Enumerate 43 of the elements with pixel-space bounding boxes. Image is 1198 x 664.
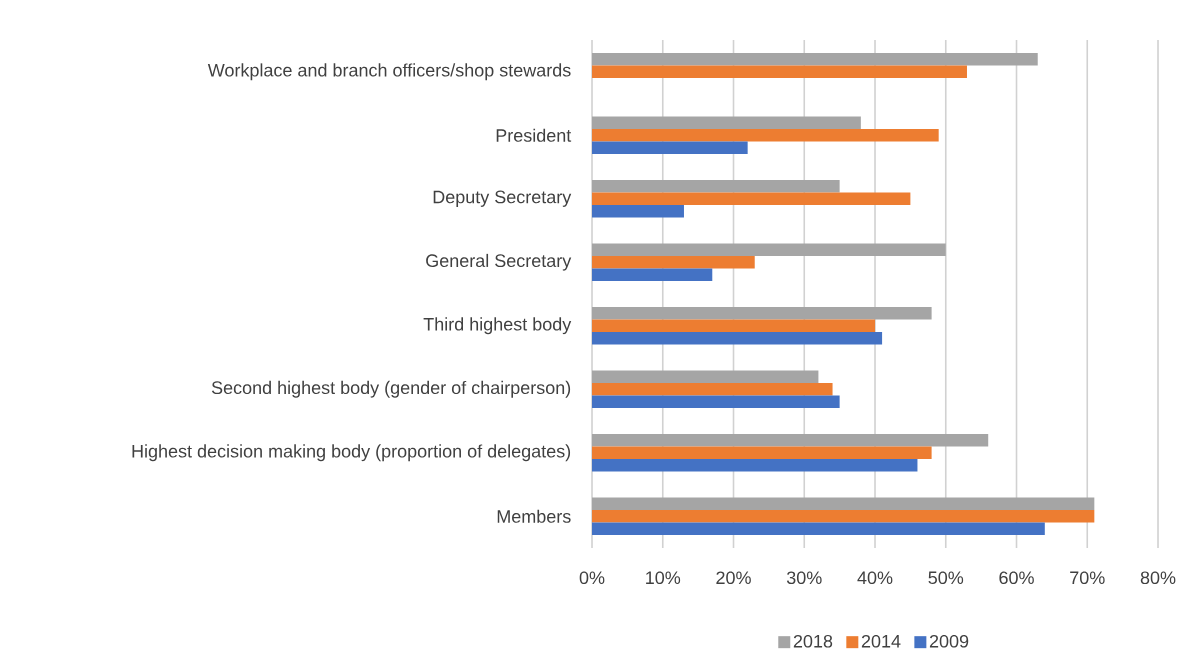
y-tick-label: General Secretary — [426, 253, 572, 271]
x-tick-label: 60% — [999, 571, 1034, 585]
bar — [592, 65, 967, 79]
bar — [592, 179, 840, 193]
x-tick-label: 70% — [1070, 571, 1105, 585]
bar — [592, 370, 819, 383]
bar — [592, 268, 713, 282]
bar — [592, 192, 911, 206]
bar — [592, 141, 748, 155]
bar — [592, 509, 1095, 523]
x-tick-label: 40% — [857, 571, 893, 585]
bar — [592, 52, 1038, 66]
bar — [592, 205, 684, 218]
bar — [592, 255, 755, 269]
bar — [592, 433, 989, 447]
y-tick-label: Third highest body — [423, 317, 572, 335]
legend-label: 2009 — [929, 634, 969, 648]
bar — [592, 306, 932, 320]
bar — [592, 128, 939, 142]
x-tick-label: 0% — [579, 571, 605, 585]
x-tick-label: 10% — [646, 571, 681, 585]
x-tick-label: 30% — [786, 571, 822, 585]
y-tick-label: Members — [497, 509, 571, 523]
x-tick-label: 80% — [1140, 571, 1176, 585]
bar — [592, 116, 861, 129]
y-tick-label: Highest decision making body (proportion of delegates) — [132, 444, 571, 462]
bar — [592, 497, 1095, 510]
bar — [592, 522, 1045, 536]
bar — [592, 243, 946, 256]
legend-label: 2018 — [793, 634, 833, 648]
bar — [592, 319, 876, 333]
y-tick-label: Workplace and branch officers/shop stewards — [207, 63, 571, 81]
bar — [592, 395, 840, 409]
legend-label: 2014 — [861, 634, 901, 648]
x-tick-label: 50% — [928, 571, 964, 585]
y-tick-label: Second highest body (gender of chairperson) — [211, 380, 571, 398]
y-tick-label: President — [496, 128, 572, 142]
x-tick-label: 20% — [716, 571, 751, 585]
bar — [592, 382, 833, 396]
bar — [592, 446, 932, 460]
bar — [592, 459, 918, 472]
bar — [592, 332, 883, 345]
y-tick-label: Deputy Secretary — [433, 190, 572, 207]
